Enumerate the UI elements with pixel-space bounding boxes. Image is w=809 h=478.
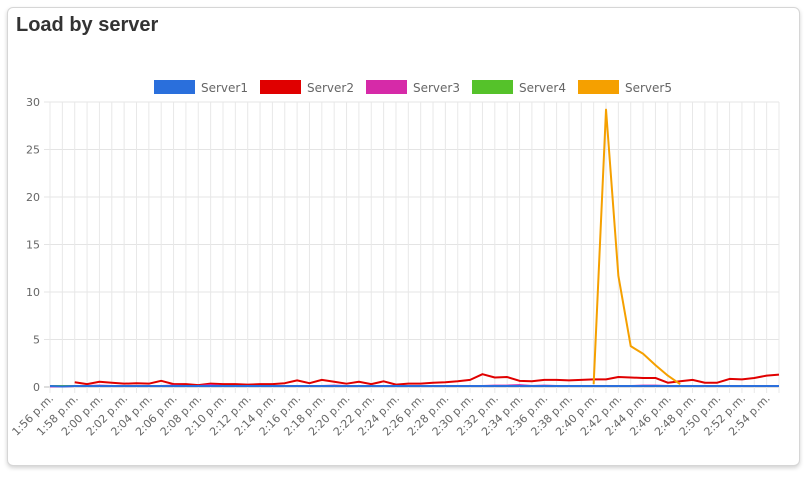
chart-series	[49, 108, 780, 388]
legend-item-server3[interactable]: Server3	[366, 80, 460, 95]
series-line-server2	[74, 373, 780, 387]
y-tick-label: 25	[26, 144, 40, 157]
legend-swatch	[578, 80, 619, 94]
legend-item-server2[interactable]: Server2	[260, 80, 354, 95]
chart-grid	[44, 101, 780, 393]
y-tick-label: 5	[33, 334, 40, 347]
legend-item-server4[interactable]: Server4	[472, 80, 566, 95]
y-tick-label: 30	[26, 96, 40, 109]
y-tick-label: 20	[26, 191, 40, 204]
legend-label: Server2	[307, 81, 354, 95]
chart-legend[interactable]: Server1 Server2 Server3 Server4 Server5	[154, 80, 672, 95]
chart-title: Load by server	[16, 14, 159, 36]
y-tick-label: 0	[33, 381, 40, 394]
x-axis: 1:56 p.m.1:58 p.m.2:00 p.m.2:02 p.m.2:04…	[10, 392, 773, 439]
y-tick-label: 10	[26, 286, 40, 299]
legend-swatch	[472, 80, 513, 94]
legend-label: Server3	[413, 81, 460, 95]
legend-swatch	[366, 80, 407, 94]
legend-swatch	[260, 80, 301, 94]
legend-item-server5[interactable]: Server5	[578, 80, 672, 95]
legend-label: Server4	[519, 81, 566, 95]
series-line-server5	[592, 108, 681, 385]
y-tick-label: 15	[26, 239, 40, 252]
legend-label: Server1	[201, 81, 248, 95]
y-axis: 0 5 10 15 20 25 30	[26, 96, 40, 394]
legend-item-server1[interactable]: Server1	[154, 80, 248, 95]
legend-swatch	[154, 80, 195, 94]
legend-label: Server5	[625, 81, 672, 95]
